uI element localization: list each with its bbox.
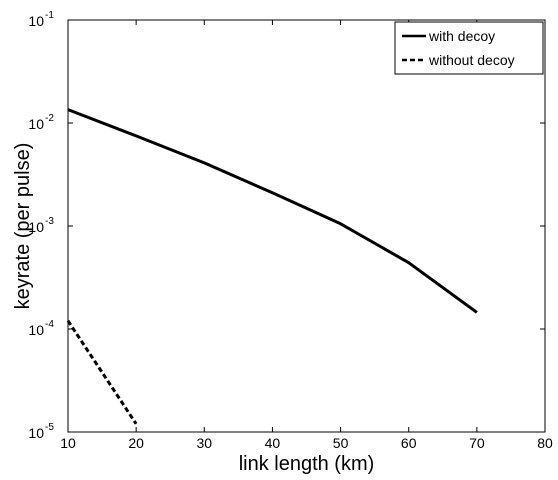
y-axis: 10-510-410-310-210-1 [28, 10, 545, 441]
x-tick-label: 80 [537, 435, 553, 451]
y-tick-label: 10 [28, 219, 44, 235]
x-tick-label: 30 [196, 435, 212, 451]
series-layer [66, 108, 478, 425]
y-tick-exponent: -5 [45, 422, 54, 433]
x-axis-title: link length (km) [239, 453, 375, 475]
x-tick-label: 40 [265, 435, 281, 451]
x-axis: 10 20 30 40 50 60 70 80 [60, 20, 553, 451]
y-tick-label: 10 [28, 116, 44, 132]
x-tick-label: 50 [333, 435, 349, 451]
y-tick-exponent: -3 [45, 216, 54, 227]
legend-entry-without-decoy: without decoy [428, 52, 515, 68]
legend-box [394, 21, 544, 75]
y-tick-exponent: -2 [45, 113, 54, 124]
x-tick-label: 70 [469, 435, 485, 451]
y-tick-label: 10 [28, 425, 44, 441]
legend-entry-with-decoy: with decoy [428, 28, 495, 44]
x-tick-label: 10 [60, 435, 76, 451]
y-tick-exponent: -1 [45, 10, 54, 21]
plot-frame [67, 19, 546, 433]
series-line-without-decoy [66, 319, 138, 425]
x-tick-label: 60 [401, 435, 417, 451]
series-line-with-decoy [67, 108, 478, 314]
x-tick-label: 20 [128, 435, 144, 451]
y-tick-label: 10 [28, 13, 44, 29]
legend: with decoy without decoy [394, 21, 544, 75]
y-tick-label: 10 [28, 322, 44, 338]
y-axis-title: keyrate (per pulse) [12, 143, 34, 310]
y-tick-exponent: -4 [45, 319, 54, 330]
